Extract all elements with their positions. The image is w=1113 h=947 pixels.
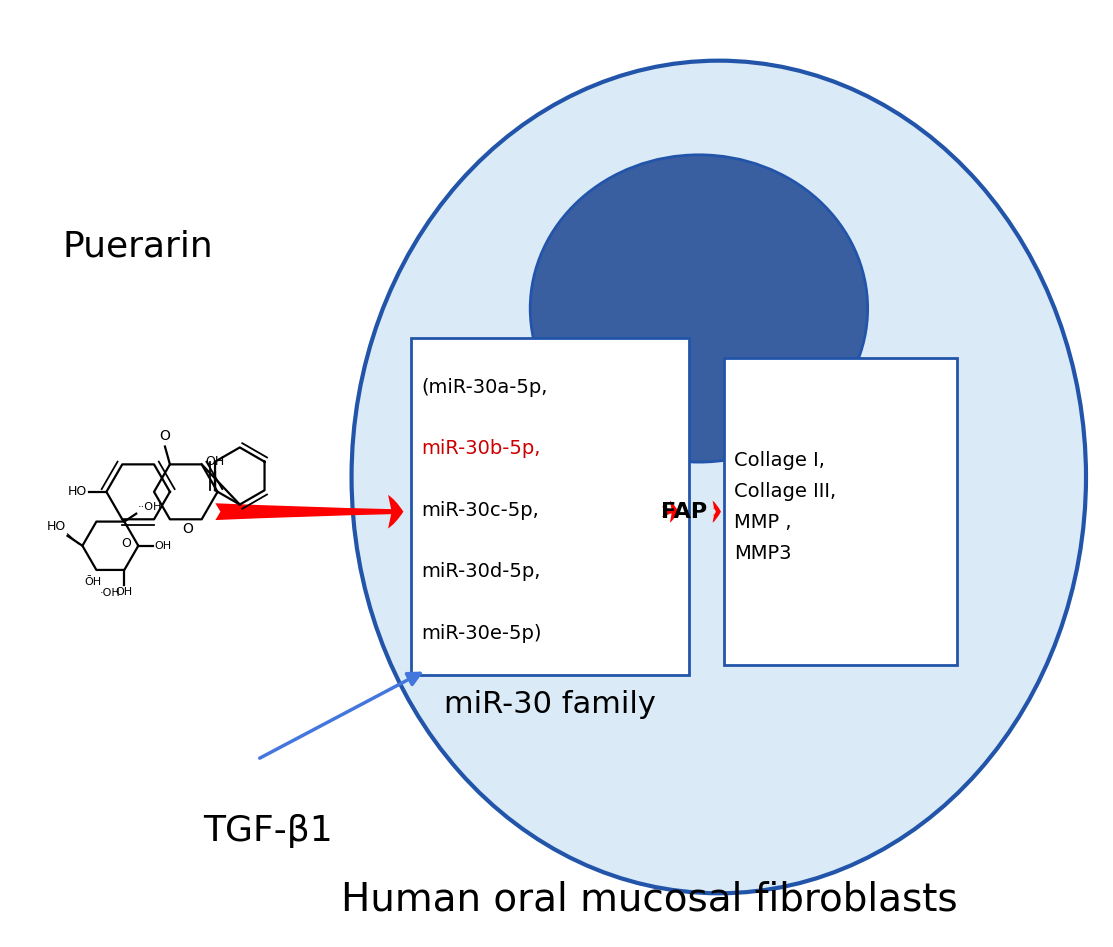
Text: FAP: FAP <box>661 502 707 522</box>
Text: miR-30 family: miR-30 family <box>444 690 656 719</box>
Text: HO: HO <box>67 485 87 498</box>
Text: miR-30d-5p,: miR-30d-5p, <box>421 563 541 581</box>
Text: ŌH: ŌH <box>85 577 102 587</box>
Text: miR-30e-5p): miR-30e-5p) <box>421 624 542 643</box>
Text: Collage I,
Collage III,
MMP ,
MMP3: Collage I, Collage III, MMP , MMP3 <box>733 451 836 563</box>
Text: O: O <box>121 537 130 550</box>
Text: ··OH: ··OH <box>138 502 162 511</box>
Ellipse shape <box>352 61 1086 893</box>
Text: O: O <box>183 523 194 536</box>
Text: HO: HO <box>47 520 66 533</box>
Text: miR-30b-5p,: miR-30b-5p, <box>421 439 541 458</box>
Text: TGF-β1: TGF-β1 <box>203 814 333 848</box>
Text: OH: OH <box>116 587 132 597</box>
Text: Human oral mucosal fibroblasts: Human oral mucosal fibroblasts <box>341 880 957 918</box>
Text: ·OH: ·OH <box>100 588 120 598</box>
Text: (miR-30a-5p,: (miR-30a-5p, <box>421 378 548 397</box>
Ellipse shape <box>530 154 868 462</box>
FancyBboxPatch shape <box>723 358 957 666</box>
Text: Puerarin: Puerarin <box>62 230 214 264</box>
Text: miR-30c-5p,: miR-30c-5p, <box>421 501 539 520</box>
Text: OH: OH <box>206 456 225 469</box>
Text: O: O <box>159 429 170 442</box>
FancyBboxPatch shape <box>411 338 689 675</box>
Text: OH: OH <box>155 541 171 551</box>
